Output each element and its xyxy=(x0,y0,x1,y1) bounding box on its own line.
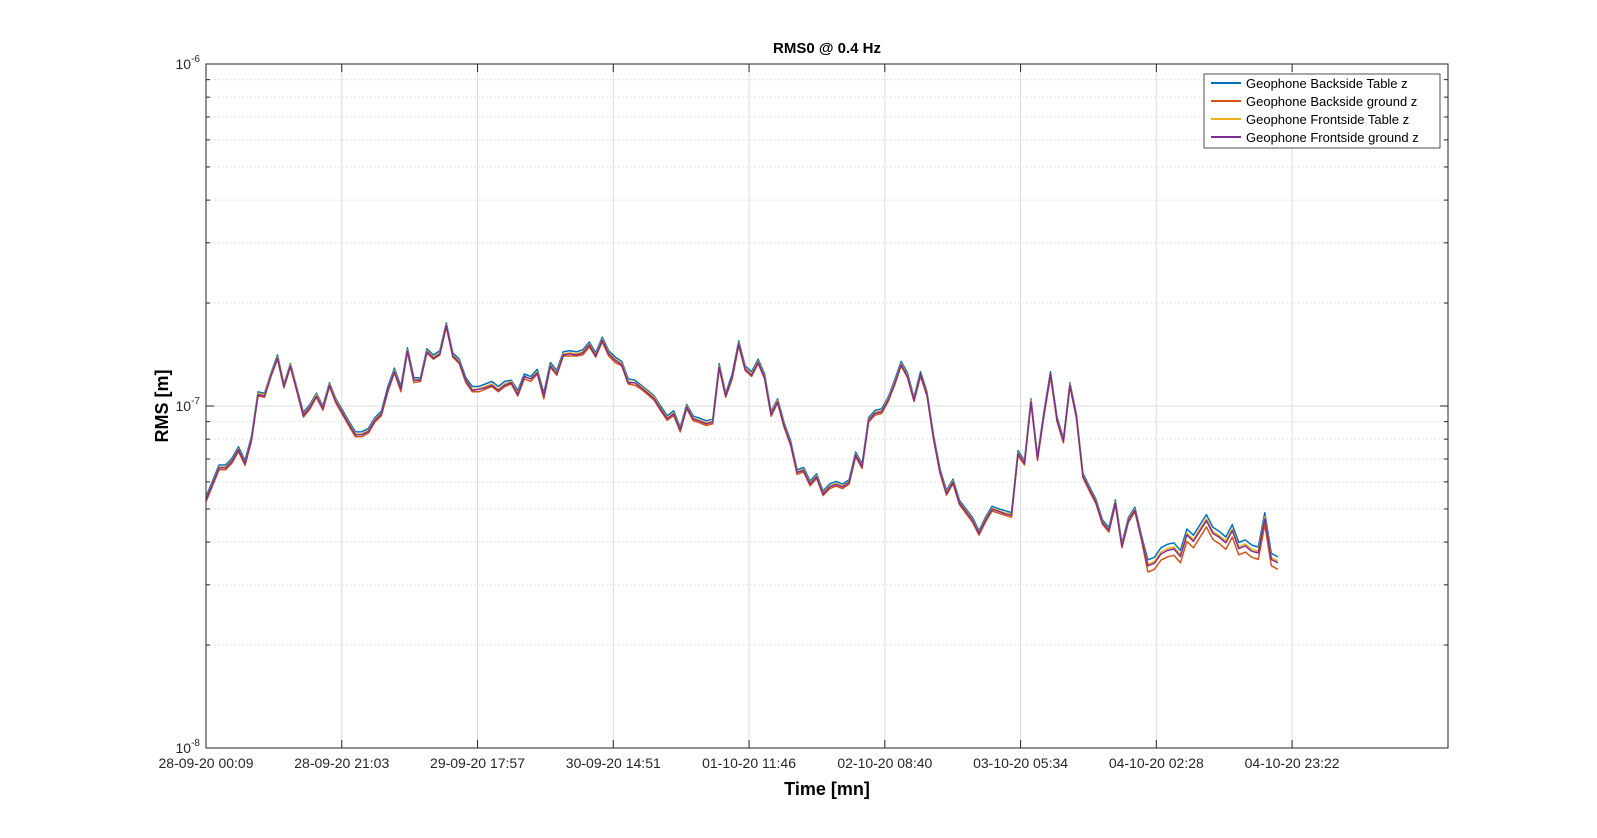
x-tick-label: 28-09-20 21:03 xyxy=(294,755,389,771)
y-axis-label: RMS [m] xyxy=(152,370,172,443)
x-tick-label: 28-09-20 00:09 xyxy=(159,755,254,771)
tick-layer xyxy=(205,63,1448,749)
x-tick-label: 04-10-20 02:28 xyxy=(1109,755,1204,771)
legend-label-1: Geophone Backside Table z xyxy=(1246,76,1408,91)
grid-layer xyxy=(206,64,1448,748)
x-tick-label: 01-10-20 11:46 xyxy=(702,755,796,771)
series-line-4 xyxy=(205,324,1279,567)
chart-title: RMS0 @ 0.4 Hz xyxy=(773,40,881,57)
x-tick-label: 03-10-20 05:34 xyxy=(973,755,1068,771)
y-tick-label: 10-7 xyxy=(176,396,201,414)
x-tick-label: 29-09-20 17:57 xyxy=(430,755,525,771)
y-tick-label: 10-8 xyxy=(176,738,201,756)
y-tick-label: 10-6 xyxy=(176,54,201,72)
legend: Geophone Backside Table z Geophone Backsi… xyxy=(1203,73,1441,149)
legend-label-4: Geophone Frontside ground z xyxy=(1246,130,1419,145)
legend-label-3: Geophone Frontside Table z xyxy=(1246,112,1409,127)
x-tick-label: 02-10-20 08:40 xyxy=(837,755,932,771)
series-layer xyxy=(205,322,1279,573)
legend-label-2: Geophone Backside ground z xyxy=(1246,94,1417,109)
x-axis-label: Time [mn] xyxy=(784,779,870,799)
x-tick-label: 04-10-20 23:22 xyxy=(1245,755,1340,771)
legend-box xyxy=(1203,73,1441,149)
x-tick-label: 30-09-20 14:51 xyxy=(566,755,661,771)
tick-label-layer: 28-09-20 00:09 28-09-20 21:03 29-09-20 17:… xyxy=(159,54,1340,771)
